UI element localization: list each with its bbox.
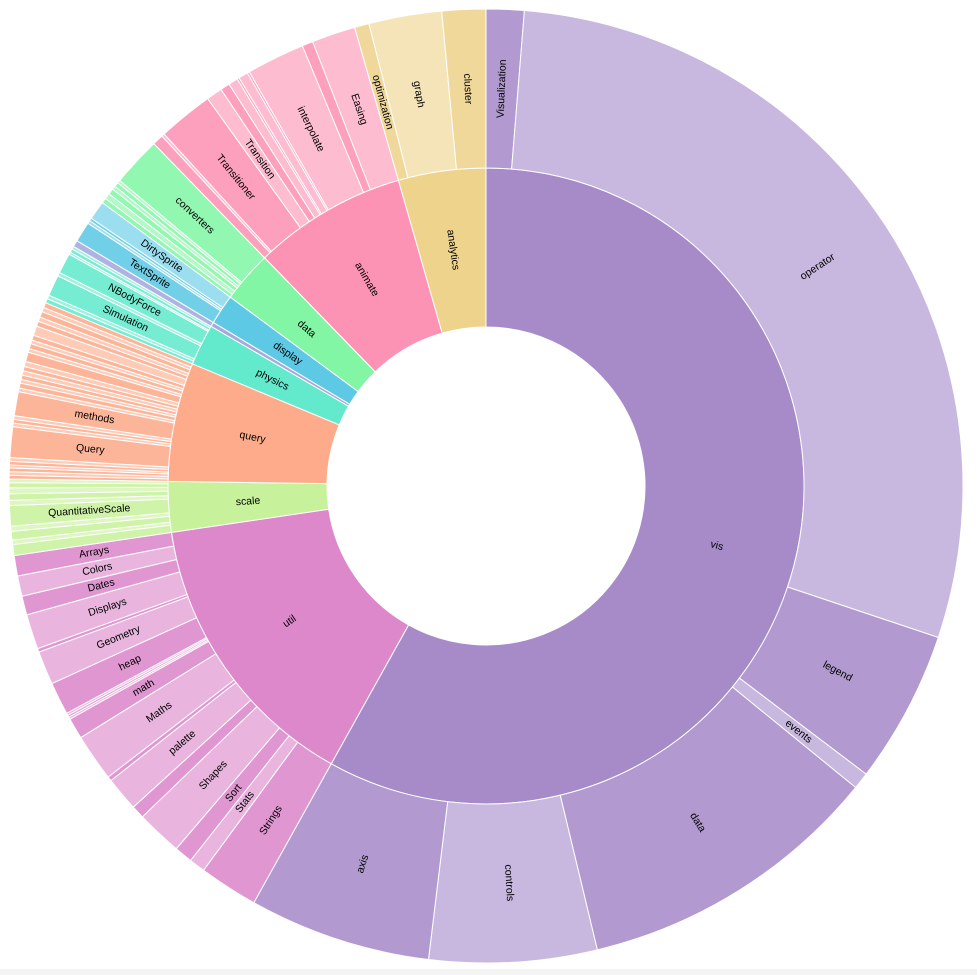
arc-outer-operator[interactable] <box>511 10 964 639</box>
arc-outer-cluster[interactable] <box>441 8 487 170</box>
label-outer-controls: controls <box>502 864 516 901</box>
label-inner-analytics: analytics <box>444 229 462 271</box>
bottom-strip <box>0 969 977 975</box>
label-inner-scale: scale <box>235 495 260 509</box>
label-outer-cluster: cluster <box>461 73 474 105</box>
label-outer-axis: axis <box>354 853 371 874</box>
label-inner-query: query <box>238 429 267 446</box>
label-outer-query: Query <box>75 442 105 457</box>
label-outer-arrays: Arrays <box>78 544 110 561</box>
sunburst-arcs <box>8 8 964 964</box>
label-outer-quantitativescale: QuantitativeScale <box>48 502 131 519</box>
label-inner-vis: vis <box>709 538 724 553</box>
label-outer-visualization: Visualization <box>495 59 509 118</box>
label-outer-graph: graph <box>411 80 427 109</box>
